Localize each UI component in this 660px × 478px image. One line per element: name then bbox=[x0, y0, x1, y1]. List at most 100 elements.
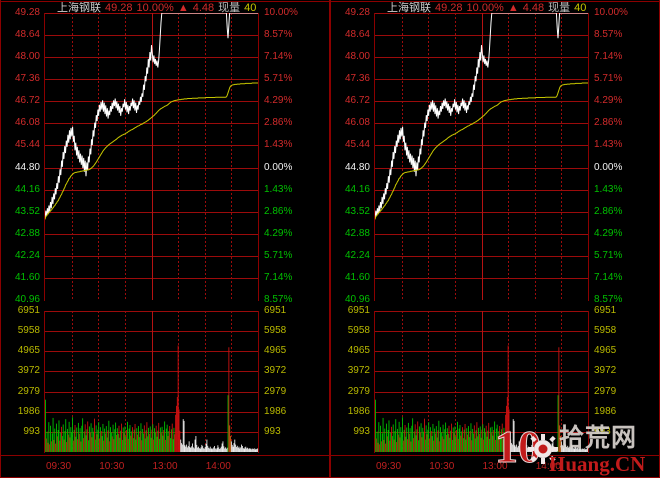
volume-axis-label: 2979 bbox=[264, 385, 287, 397]
volume-bar bbox=[203, 448, 205, 452]
volume-bar bbox=[387, 429, 389, 452]
volume-bar bbox=[531, 444, 533, 452]
gridline-vertical bbox=[178, 13, 179, 300]
gridline-horizontal bbox=[375, 392, 588, 393]
gridline-horizontal bbox=[45, 190, 258, 191]
pct-axis-label: 7.14% bbox=[594, 271, 623, 283]
volume-bar bbox=[465, 439, 467, 452]
volume-bar bbox=[478, 433, 480, 452]
volume-bar bbox=[119, 437, 121, 452]
pct-axis-label: 7.14% bbox=[594, 51, 623, 63]
volume-bar bbox=[148, 433, 150, 452]
volume-bar bbox=[53, 439, 55, 452]
volume-bar bbox=[478, 427, 480, 452]
volume-bar bbox=[584, 449, 586, 452]
volume-bar bbox=[206, 439, 208, 452]
volume-bar bbox=[491, 426, 493, 452]
price-axis-label: 42.24 bbox=[344, 249, 370, 261]
volume-bar bbox=[544, 448, 546, 452]
volume-bar bbox=[185, 446, 187, 452]
volume-bar bbox=[105, 433, 106, 452]
volume-bar bbox=[567, 447, 569, 452]
volume-bar bbox=[418, 426, 420, 452]
pct-axis-label: 2.86% bbox=[594, 117, 623, 129]
volume-bar bbox=[424, 418, 425, 452]
volume-bar bbox=[63, 439, 65, 452]
volume-bar bbox=[73, 429, 75, 452]
volume-bar bbox=[155, 425, 157, 452]
frame-line bbox=[0, 1, 330, 2]
volume-bar bbox=[65, 419, 67, 452]
volume-bar bbox=[248, 448, 250, 452]
volume-bar bbox=[77, 422, 79, 452]
volume-bar bbox=[441, 436, 443, 452]
volume-bar bbox=[199, 448, 201, 452]
volume-bar bbox=[122, 427, 124, 452]
volume-bar bbox=[47, 442, 49, 452]
volume-plot-left[interactable] bbox=[45, 311, 258, 452]
volume-bar bbox=[578, 448, 580, 452]
price-axis-label: 44.16 bbox=[14, 183, 40, 195]
volume-bar bbox=[472, 428, 474, 452]
volume-bar bbox=[422, 427, 424, 452]
panel-header-left: 上海钢联 49.28 10.00% ▲ 4.48 现量 40 bbox=[57, 2, 260, 14]
pct-axis-label: 8.57% bbox=[264, 294, 293, 305]
volume-axis-label: 3972 bbox=[264, 365, 287, 377]
volume-bar bbox=[89, 432, 91, 452]
volume-bar bbox=[74, 425, 76, 452]
volume-bar bbox=[451, 423, 452, 452]
volume-bar bbox=[59, 440, 61, 452]
volume-bar bbox=[391, 426, 392, 452]
volume-bar bbox=[146, 422, 148, 452]
volume-bar bbox=[229, 425, 231, 452]
volume-bar bbox=[142, 428, 144, 452]
chart-panel-right[interactable]: 上海钢联 49.28 10.00% ▲ 4.48 现量 40 49.28 48.64 48.00… bbox=[330, 0, 660, 478]
volume-bar bbox=[203, 448, 204, 452]
frame-line bbox=[374, 311, 375, 453]
gridline-vertical bbox=[231, 13, 232, 300]
volume-bar bbox=[407, 439, 409, 452]
volume-axis-label: 5958 bbox=[347, 325, 370, 337]
volume-bar bbox=[477, 436, 479, 452]
volume-bar bbox=[78, 433, 80, 452]
chart-panel-left[interactable]: 上海钢联 49.28 10.00% ▲ 4.48 现量 40 49.28 48.64 48.00… bbox=[0, 0, 330, 478]
volume-bar bbox=[104, 428, 106, 452]
volume-bar bbox=[228, 347, 230, 452]
volume-bar bbox=[250, 448, 252, 452]
price-plot-right[interactable] bbox=[375, 13, 588, 300]
volume-bar bbox=[116, 434, 117, 452]
volume-bar bbox=[126, 421, 128, 452]
price-plot-left[interactable] bbox=[45, 13, 258, 300]
volume-bar bbox=[184, 445, 186, 452]
volume-bar bbox=[434, 428, 436, 452]
volume-bar bbox=[538, 447, 540, 452]
volume-bar bbox=[196, 444, 198, 452]
gridline-horizontal bbox=[375, 212, 588, 213]
price-axis-label: 42.88 bbox=[344, 227, 370, 239]
volume-bar bbox=[576, 448, 578, 452]
volume-bar bbox=[110, 432, 112, 452]
volume-bar bbox=[147, 436, 149, 452]
price-lines bbox=[45, 13, 258, 220]
volume-plot-right[interactable] bbox=[375, 311, 588, 452]
volume-bar bbox=[499, 426, 501, 452]
volume-bar bbox=[492, 435, 494, 452]
stock-price: 49.28 bbox=[435, 2, 463, 14]
volume-axis-label: 5958 bbox=[17, 325, 40, 337]
volume-bar bbox=[60, 432, 62, 452]
volume-bar bbox=[233, 443, 235, 452]
price-axis-label: 43.52 bbox=[344, 205, 370, 217]
volume-bar bbox=[538, 448, 540, 452]
volume-bar bbox=[192, 443, 193, 452]
volume-bar bbox=[522, 443, 523, 452]
volume-bar bbox=[94, 418, 95, 452]
price-axis-label: 48.64 bbox=[14, 29, 40, 41]
volume-bar bbox=[470, 423, 472, 452]
volume-bar bbox=[213, 447, 215, 452]
volume-bar bbox=[131, 431, 133, 452]
volume-bar bbox=[55, 443, 57, 452]
volume-bar bbox=[554, 448, 556, 452]
volume-bar bbox=[490, 433, 492, 452]
gridline-horizontal bbox=[375, 35, 588, 36]
volume-bar bbox=[546, 447, 548, 452]
